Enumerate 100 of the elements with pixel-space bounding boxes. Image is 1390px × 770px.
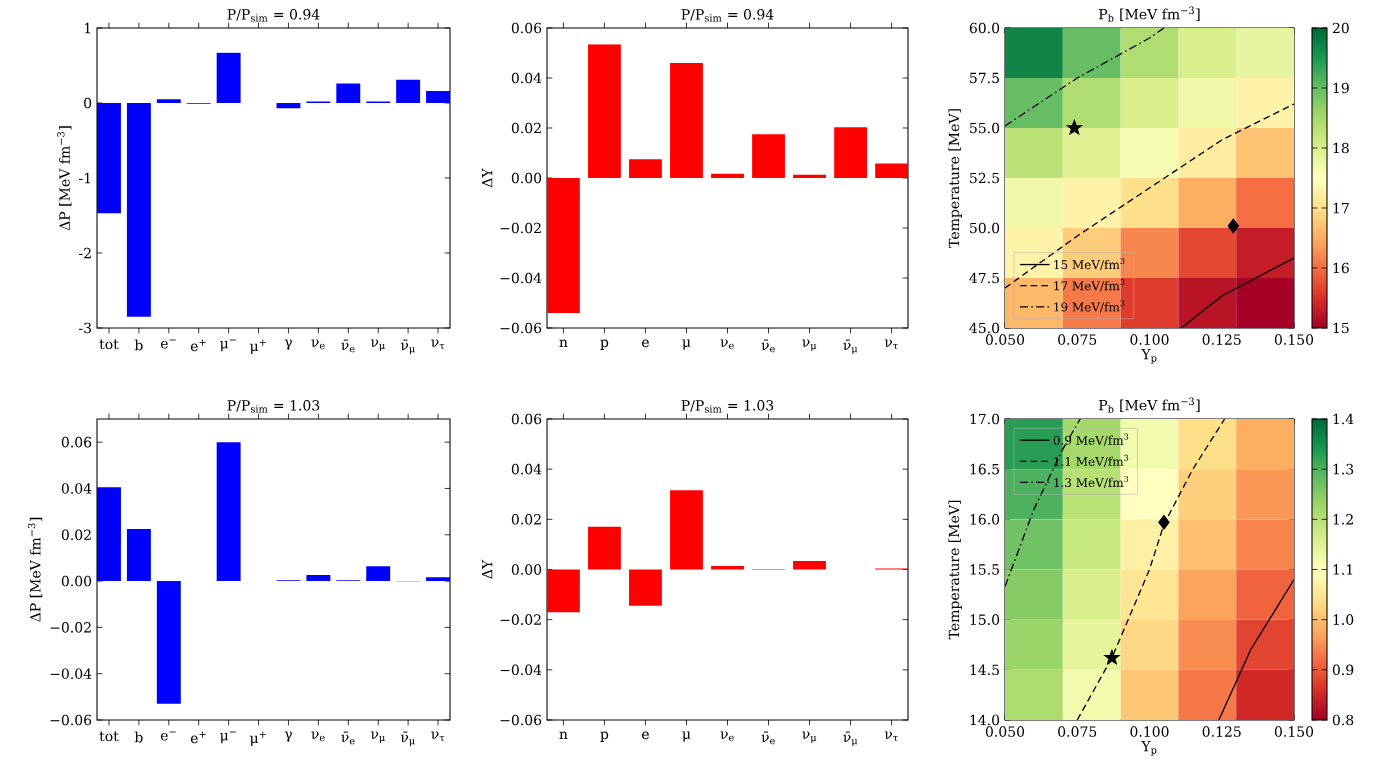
x-tick-label: ν$_{μ}$ bbox=[802, 339, 817, 352]
y-tick-label: 0.02 bbox=[61, 529, 91, 541]
bar bbox=[547, 569, 580, 613]
y-tick-label: −0.04 bbox=[500, 272, 542, 284]
bar bbox=[97, 487, 121, 582]
y-axis-title: ΔP [MeV fm$^{−3}$] bbox=[57, 126, 72, 231]
color-bar-label: 1.1 bbox=[1333, 564, 1353, 575]
x-tick-label: ν$_{τ}$ bbox=[431, 731, 445, 742]
x-tick-label: ν̄$_{μ}$ bbox=[400, 731, 415, 747]
bar bbox=[588, 526, 621, 570]
x-tick-label: μ$^{−}$ bbox=[220, 339, 236, 352]
chart-title: P/P$_{sim}$ = 0.94 bbox=[227, 9, 320, 22]
y-tick-label: −0.06 bbox=[500, 322, 542, 334]
bar bbox=[126, 528, 151, 582]
y-tick-label: -1 bbox=[79, 172, 91, 184]
legend-label: 19 MeV/fm$^{3}$ bbox=[1054, 300, 1125, 313]
color-bar-label: 20 bbox=[1332, 22, 1349, 34]
y-tick-label: 0.04 bbox=[511, 72, 542, 84]
y-axis-title: ΔY bbox=[482, 559, 493, 579]
legend-label: 15 MeV/fm$^{3}$ bbox=[1054, 257, 1125, 271]
x-tick-label: ν̄$_{μ}$ bbox=[843, 731, 858, 747]
x-tick-label: tot bbox=[99, 339, 119, 350]
x-tick-label: 0.050 bbox=[985, 726, 1025, 737]
x-tick-label: ν̄$_{e}$ bbox=[761, 339, 775, 353]
y-tick-label: 0.04 bbox=[61, 483, 92, 494]
legend-label: 17 MeV/fm$^{3}$ bbox=[1054, 279, 1125, 292]
bar bbox=[156, 99, 181, 103]
bar bbox=[588, 44, 621, 178]
bar bbox=[216, 442, 241, 582]
y-tick-label: −0.06 bbox=[500, 714, 542, 726]
bar bbox=[396, 79, 421, 103]
y-tick-label: −0.04 bbox=[50, 668, 92, 679]
y-axis-title: Temperature [MeV] bbox=[948, 109, 962, 248]
bar bbox=[793, 560, 826, 570]
y-tick-label: 14.0 bbox=[970, 714, 1000, 726]
x-tick-label: ν$_{e}$ bbox=[720, 731, 734, 742]
y-tick-label: 17.0 bbox=[970, 413, 1000, 425]
color-bar-label: 0.8 bbox=[1332, 714, 1354, 726]
bar bbox=[156, 581, 181, 704]
x-tick-label: tot bbox=[99, 731, 119, 742]
bar bbox=[752, 134, 785, 178]
x-tick-label: ν̄$_{e}$ bbox=[341, 731, 355, 745]
chart-title: P$_{b}$ [MeV fm$^{−3}$] bbox=[1099, 397, 1200, 413]
bar bbox=[834, 127, 867, 178]
chart-title: P/P$_{sim}$ = 1.03 bbox=[681, 400, 774, 413]
x-tick-label: p bbox=[600, 731, 609, 742]
y-tick-label: 0.06 bbox=[61, 436, 92, 448]
y-tick-label: 60.0 bbox=[969, 22, 1000, 34]
y-tick-label: 15.0 bbox=[970, 614, 1000, 625]
y-tick-label: 14.5 bbox=[970, 664, 999, 676]
chart-title: P/P$_{sim}$ = 0.94 bbox=[681, 9, 774, 22]
x-tick-label: ν$_{e}$ bbox=[311, 339, 325, 350]
color-bar-label: 1.2 bbox=[1333, 514, 1353, 525]
y-tick-label: 0.00 bbox=[511, 564, 542, 575]
bar bbox=[670, 62, 703, 178]
y-tick-label: −0.06 bbox=[50, 714, 92, 726]
x-tick-label: e$^{−}$ bbox=[160, 339, 176, 349]
x-tick-label: n bbox=[559, 731, 568, 740]
x-tick-label: ν$_{e}$ bbox=[720, 339, 734, 350]
bar bbox=[126, 102, 151, 317]
x-tick-label: b bbox=[134, 731, 143, 743]
x-axis-title: Y$_{p}$ bbox=[1141, 349, 1157, 364]
x-tick-label: μ$^{+}$ bbox=[250, 731, 266, 746]
x-tick-label: ν̄$_{e}$ bbox=[341, 339, 355, 353]
y-tick-label: 0 bbox=[84, 97, 92, 109]
x-tick-label: 0.075 bbox=[1058, 334, 1097, 345]
x-tick-label: ν$_{e}$ bbox=[311, 731, 325, 742]
color-bar-label: 18 bbox=[1333, 142, 1349, 154]
y-tick-label: 0.06 bbox=[511, 22, 542, 34]
y-tick-label: 0.00 bbox=[511, 172, 542, 184]
x-tick-label: γ bbox=[284, 731, 292, 742]
bar bbox=[793, 174, 826, 178]
x-tick-label: e$^{+}$ bbox=[190, 339, 206, 352]
y-tick-label: 50.0 bbox=[970, 222, 1000, 234]
bar bbox=[875, 163, 908, 178]
bar bbox=[629, 159, 662, 178]
x-tick-label: μ bbox=[682, 339, 691, 350]
x-tick-label: n bbox=[559, 339, 568, 348]
x-tick-label: b bbox=[134, 339, 143, 351]
bar bbox=[276, 102, 301, 109]
color-bar-label: 1.0 bbox=[1333, 614, 1354, 625]
x-tick-label: μ$^{+}$ bbox=[250, 339, 266, 354]
x-tick-label: 0.100 bbox=[1130, 334, 1169, 345]
legend-label: 1.1 MeV/fm$^{3}$ bbox=[1054, 454, 1129, 467]
x-tick-label: e bbox=[642, 731, 649, 740]
y-tick-label: 0.02 bbox=[511, 122, 541, 134]
y-tick-label: 0.06 bbox=[511, 413, 542, 425]
y-tick-label: 45.0 bbox=[969, 322, 1000, 334]
y-tick-label: -3 bbox=[79, 322, 92, 334]
bar bbox=[336, 83, 361, 103]
bar bbox=[216, 52, 241, 103]
color-bar-label: 1.3 bbox=[1333, 463, 1354, 475]
color-bar-label: 17 bbox=[1333, 202, 1349, 214]
y-tick-label: 16.5 bbox=[970, 463, 999, 475]
x-tick-label: ν̄$_{e}$ bbox=[761, 731, 775, 745]
y-tick-label: 47.5 bbox=[969, 272, 999, 284]
x-tick-label: ν$_{τ}$ bbox=[431, 339, 445, 350]
x-tick-label: e$^{+}$ bbox=[190, 731, 206, 744]
color-bar-label: 1.4 bbox=[1333, 413, 1354, 425]
chart-title: P/P$_{sim}$ = 1.03 bbox=[227, 400, 320, 413]
